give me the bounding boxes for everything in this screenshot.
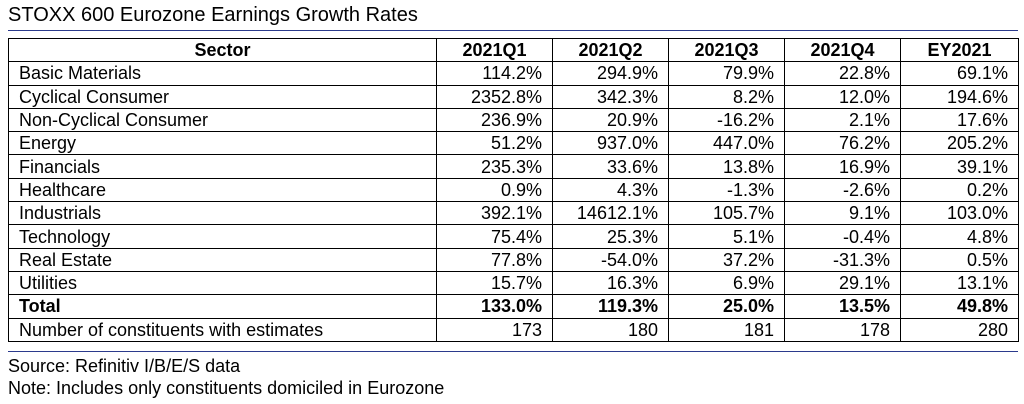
table-cell: 294.9% [552, 61, 669, 86]
table-cell: 114.2% [436, 61, 553, 86]
table-cell: 13.1% [900, 270, 1019, 296]
table-cell: 20.9% [552, 107, 669, 133]
table-cell: 16.9% [784, 154, 901, 179]
table-cell: -0.4% [784, 224, 901, 249]
table-row: Healthcare 0.9% 4.3% -1.3% -2.6% 0.2% [8, 177, 1019, 203]
row-label: Healthcare [8, 177, 437, 203]
table-row: Non-Cyclical Consumer 236.9% 20.9% -16.2% 2.… [8, 107, 1019, 133]
table-cell: 0.2% [900, 177, 1019, 203]
table-cell: 14612.1% [552, 201, 669, 226]
table-cell: 103.0% [900, 201, 1019, 226]
table-cell: -16.2% [668, 107, 785, 133]
table-cell: -1.3% [668, 177, 785, 203]
table-cell: 392.1% [436, 201, 553, 226]
column-header-2021q4: 2021Q4 [784, 37, 901, 63]
table-body: Basic Materials 114.2% 294.9% 79.9% 22.8% 69.… [8, 61, 1019, 342]
table-cell: 2352.8% [436, 84, 553, 109]
table-cell: 15.7% [436, 270, 553, 296]
table-cell: 49.8% [900, 294, 1019, 319]
table-cell: 6.9% [668, 270, 785, 296]
table-cell: 937.0% [552, 131, 669, 156]
earnings-growth-table: Sector 2021Q1 2021Q2 2021Q3 2021Q4 EY202… [8, 37, 1019, 342]
table-cell: 342.3% [552, 84, 669, 109]
table-cell: 180 [552, 317, 669, 342]
row-label: Industrials [8, 201, 437, 226]
title-rule [8, 30, 1018, 31]
column-header-sector: Sector [8, 37, 437, 63]
row-label: Financials [8, 154, 437, 179]
total-row: Total 133.0% 119.3% 25.0% 13.5% 49.8% [8, 294, 1019, 319]
table-cell: 235.3% [436, 154, 553, 179]
table-cell: 77.8% [436, 247, 553, 272]
table-row: Cyclical Consumer 2352.8% 342.3% 8.2% 12.0% 1… [8, 84, 1019, 109]
table-cell: 236.9% [436, 107, 553, 133]
header-row: Sector 2021Q1 2021Q2 2021Q3 2021Q4 EY202… [8, 37, 1019, 63]
table-cell: 194.6% [900, 84, 1019, 109]
table-cell: 12.0% [784, 84, 901, 109]
table-row: Technology 75.4% 25.3% 5.1% -0.4% 4.8% [8, 224, 1019, 249]
table-cell: 4.8% [900, 224, 1019, 249]
table-cell: 13.5% [784, 294, 901, 319]
table-cell: 29.1% [784, 270, 901, 296]
table-cell: 178 [784, 317, 901, 342]
table-cell: -31.3% [784, 247, 901, 272]
table-cell: 280 [900, 317, 1019, 342]
table-cell: -2.6% [784, 177, 901, 203]
table-row: Number of constituents with estimates 173… [8, 317, 1019, 342]
source-note: Source: Refinitiv I/B/E/S data [8, 356, 241, 376]
table-cell: 0.5% [900, 247, 1019, 272]
table-cell: 181 [668, 317, 785, 342]
table-cell: 75.4% [436, 224, 553, 249]
footer-rule [8, 351, 1018, 352]
table-cell: 13.8% [668, 154, 785, 179]
column-header-ey2021: EY2021 [900, 37, 1019, 63]
row-label: Basic Materials [8, 61, 437, 86]
column-header-2021q1: 2021Q1 [436, 37, 553, 63]
row-label: Cyclical Consumer [8, 84, 437, 109]
table-row: Financials 235.3% 33.6% 13.8% 16.9% 39.1% [8, 154, 1019, 179]
table-cell: 133.0% [436, 294, 553, 319]
table-cell: 105.7% [668, 201, 785, 226]
table-cell: 9.1% [784, 201, 901, 226]
table-row: Real Estate 77.8% -54.0% 37.2% -31.3% 0.5% [8, 247, 1019, 272]
table-cell: -54.0% [552, 247, 669, 272]
table-row: Basic Materials 114.2% 294.9% 79.9% 22.8% 69.… [8, 61, 1019, 86]
table-cell: 119.3% [552, 294, 669, 319]
table-cell: 205.2% [900, 131, 1019, 156]
table-cell: 79.9% [668, 61, 785, 86]
table-cell: 2.1% [784, 107, 901, 133]
row-label: Energy [8, 131, 437, 156]
table-cell: 37.2% [668, 247, 785, 272]
table-cell: 5.1% [668, 224, 785, 249]
table-cell: 33.6% [552, 154, 669, 179]
table-cell: 447.0% [668, 131, 785, 156]
table-cell: 39.1% [900, 154, 1019, 179]
table-cell: 76.2% [784, 131, 901, 156]
table-cell: 17.6% [900, 107, 1019, 133]
table-row: Industrials 392.1% 14612.1% 105.7% 9.1% 103.0… [8, 201, 1019, 226]
row-label: Number of constituents with estimates [8, 317, 437, 342]
footnote: Note: Includes only constituents domicil… [8, 378, 445, 398]
column-header-2021q3: 2021Q3 [668, 37, 785, 63]
row-label: Utilities [8, 270, 437, 296]
table-row: Utilities 15.7% 16.3% 6.9% 29.1% 13.1% [8, 270, 1019, 296]
row-label: Technology [8, 224, 437, 249]
table-row: Energy 51.2% 937.0% 447.0% 76.2% 205.2% [8, 131, 1019, 156]
table-cell: 22.8% [784, 61, 901, 86]
row-label: Non-Cyclical Consumer [8, 107, 437, 133]
table-cell: 25.0% [668, 294, 785, 319]
row-label: Real Estate [8, 247, 437, 272]
column-header-2021q2: 2021Q2 [552, 37, 669, 63]
table-cell: 69.1% [900, 61, 1019, 86]
table-cell: 51.2% [436, 131, 553, 156]
table-cell: 8.2% [668, 84, 785, 109]
table-cell: 173 [436, 317, 553, 342]
table-cell: 25.3% [552, 224, 669, 249]
table-cell: 4.3% [552, 177, 669, 203]
row-label: Total [8, 294, 437, 319]
table-cell: 16.3% [552, 270, 669, 296]
table-title: STOXX 600 Eurozone Earnings Growth Rates [8, 4, 418, 26]
table-cell: 0.9% [436, 177, 553, 203]
